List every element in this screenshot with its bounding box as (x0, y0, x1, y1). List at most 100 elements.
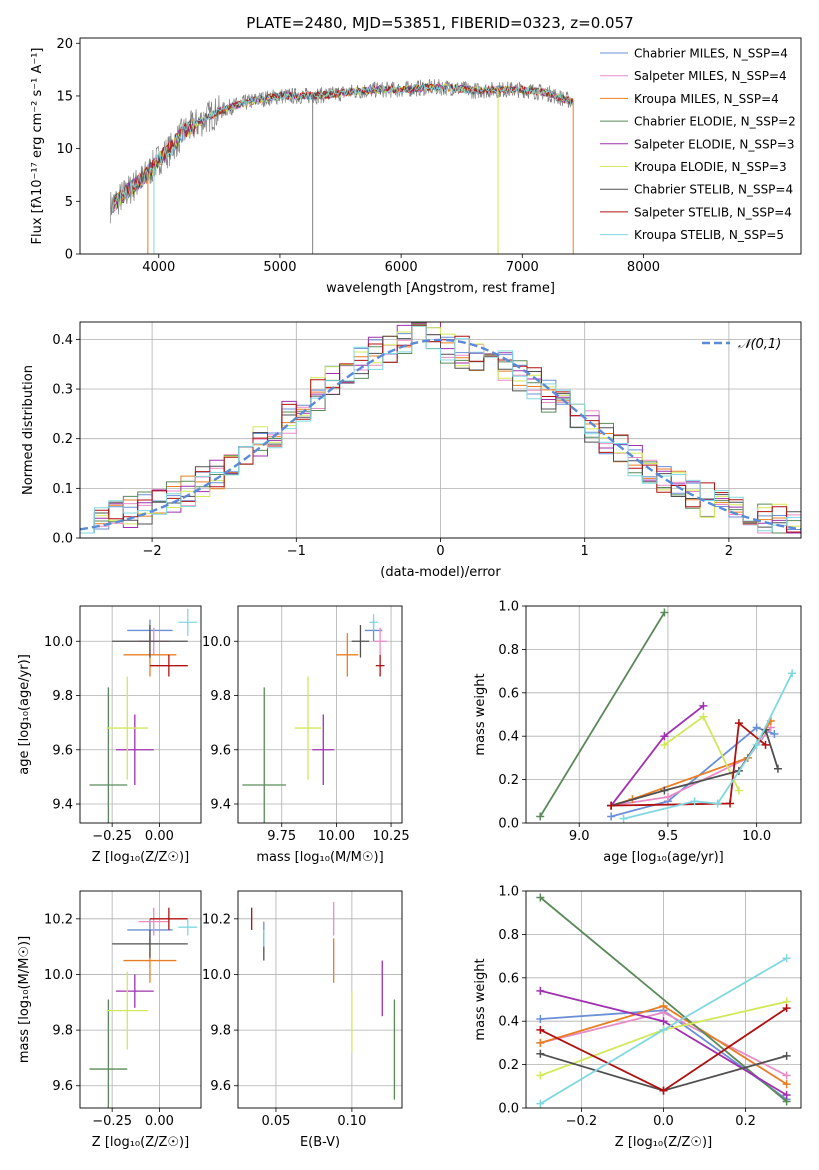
data-point-kroupa-elodie (106, 971, 149, 1050)
data-point-chabrier-elodie (89, 999, 128, 1108)
x-tick-label: 4000 (142, 260, 175, 275)
y-tick-label: 9.8 (52, 1024, 73, 1039)
data-point-salpeter-elodie (312, 714, 335, 786)
spectrum-plot-area (109, 78, 574, 254)
age_vs_Z-frame (79, 605, 202, 824)
y-tick-label: 0.8 (498, 928, 519, 943)
series-line (539, 612, 666, 817)
data-point-marker (660, 740, 669, 749)
series-line (623, 672, 793, 820)
data-point-kroupa-stelib (369, 614, 378, 631)
x-axis-label: Z [log₁₀(Z/Z☉)] (92, 850, 189, 865)
legend-label: Salpeter ELODIE, N_SSP=3 (634, 137, 795, 151)
legend-label: Salpeter MILES, N_SSP=4 (634, 69, 787, 83)
data-point-chabrier-stelib (112, 624, 188, 658)
x-tick-label: 10.25 (372, 829, 409, 844)
y-tick-label: 0.0 (52, 532, 73, 547)
data-point-chabrier-elodie (89, 687, 128, 823)
y-tick-label: 0.2 (498, 1058, 519, 1073)
data-point-marker (536, 986, 545, 995)
x-tick-label: 0.2 (735, 1114, 756, 1129)
x-tick-label: 5000 (263, 260, 296, 275)
data-point-salpeter-stelib (375, 654, 385, 677)
x-tick-label: 6000 (385, 260, 418, 275)
series-chabrier-elodie (536, 608, 669, 821)
x-tick-label: 8000 (627, 260, 660, 275)
data-point-marker (782, 954, 791, 963)
y-tick-label: 9.4 (52, 798, 73, 813)
data-point-marker (752, 740, 761, 749)
series-line (610, 720, 772, 807)
residual-histogram-chabrier-stelib (80, 324, 801, 534)
data-point-marker (699, 701, 708, 710)
y-tick-label: 15 (56, 89, 73, 104)
x-tick-label: −0.25 (92, 1114, 132, 1129)
model-spectrum-kroupa-miles (112, 83, 574, 213)
x-tick-label: −0.2 (566, 1114, 598, 1129)
y-tick-label: 0.4 (52, 333, 73, 348)
y-tick-label: 0.6 (498, 971, 519, 986)
data-point-marker (659, 1025, 668, 1034)
x-tick-label: 9.0 (569, 829, 590, 844)
mass_vs_EBV-frame (237, 890, 403, 1109)
data-point-kroupa-miles (336, 633, 359, 677)
data-point-marker (788, 669, 797, 678)
x-axis-label: wavelength [Angstrom, rest frame] (326, 281, 555, 296)
data-point-marker (536, 1071, 545, 1080)
data-point-marker (782, 1004, 791, 1013)
weight_vs_Z-plot-area (536, 893, 791, 1108)
weight_vs_Z-frame (525, 890, 802, 1109)
weight_vs_Z-panel: −0.2 0.0 0.2 0.0 0.2 0.4 0.6 0.8 1.0 Z [log₁₀(Z/Z… (473, 885, 802, 1150)
series-chabrier-stelib (607, 725, 782, 810)
legend-label: Kroupa MILES, N_SSP=4 (634, 92, 779, 106)
weight_vs_age-frame (525, 605, 802, 824)
series-line (611, 726, 772, 807)
x-axis-label: Z [log₁₀(Z/Z☉)] (615, 1135, 712, 1150)
model-spectrum-chabrier-elodie (112, 82, 574, 213)
data-point-salpeter-elodie (115, 974, 154, 1008)
mass_vs_EBV-panel: 0.05 0.10 9.6 9.8 10.0 10.2 E(B-V) (202, 890, 403, 1150)
data-point-marker (782, 1071, 791, 1080)
data-point-marker (699, 712, 708, 721)
x-tick-label: −1 (287, 544, 306, 559)
y-tick-label: 0.2 (52, 432, 73, 447)
series-salpeter-stelib (607, 719, 770, 810)
y-tick-label: 10.2 (44, 912, 73, 927)
series-salpeter-elodie (536, 986, 791, 1099)
residuals-plot-area (80, 322, 801, 534)
data-point-marker (761, 740, 770, 749)
y-tick-label: 0.3 (52, 383, 73, 398)
y-tick-label: 9.6 (210, 1079, 231, 1094)
age_vs_mass-panel: 9.75 10.00 10.25 9.4 9.6 9.8 10.0 mass [log₁₀(M… (202, 605, 410, 865)
observed-spectrum (109, 78, 572, 224)
y-tick-label: 1.0 (498, 600, 519, 615)
spectrum-panel: 4000 5000 6000 7000 8000 0 5 10 15 20 wavelength [… (30, 37, 802, 296)
x-tick-label: 10.0 (742, 829, 771, 844)
legend-label: 𝒩(0,1) (738, 337, 781, 352)
x-tick-label: 1 (581, 544, 589, 559)
x-tick-label: −2 (143, 544, 162, 559)
x-axis-label: Z [log₁₀(Z/Z☉)] (92, 1135, 189, 1150)
y-tick-label: 9.8 (210, 689, 231, 704)
legend-label: Kroupa ELODIE, N_SSP=3 (634, 160, 787, 174)
data-point-kroupa-stelib (178, 918, 198, 936)
data-point-marker (619, 814, 628, 823)
data-point-kroupa-stelib (178, 608, 198, 636)
x-tick-label: 0 (436, 544, 444, 559)
mass_vs_Z-plot-area (89, 907, 198, 1108)
data-point-marker (660, 732, 669, 741)
series-kroupa-miles (536, 1002, 791, 1089)
x-tick-label: −0.25 (92, 829, 132, 844)
legend-label: Chabrier ELODIE, N_SSP=2 (634, 115, 796, 129)
y-tick-label: 5 (65, 195, 73, 210)
data-point-marker (690, 797, 699, 806)
data-point-marker (773, 764, 782, 773)
x-tick-label: 0.00 (145, 829, 174, 844)
series-line (611, 721, 767, 807)
data-point-marker (770, 730, 779, 739)
x-tick-label: 2 (725, 544, 733, 559)
model-spectrum-chabrier-stelib (112, 82, 574, 213)
data-point-marker (536, 1038, 545, 1047)
data-point-marker (536, 1099, 545, 1108)
y-tick-label: 9.6 (52, 1079, 73, 1094)
